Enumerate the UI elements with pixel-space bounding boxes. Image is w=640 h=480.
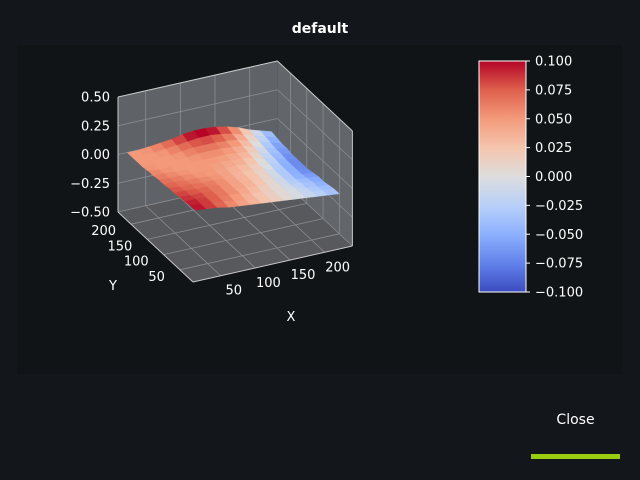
y-tick-label: 50 [148, 270, 165, 285]
gridline-z-side [277, 89, 353, 161]
gridline-y-floor [163, 218, 324, 255]
y-tick-label: 100 [124, 255, 149, 270]
colorbar-tick-label: −0.075 [535, 257, 583, 272]
gridline-y-floor [147, 203, 307, 240]
surface-chart: 50100150200501001502000.500.250.00−0.25−… [70, 55, 583, 326]
y-tick-label: 200 [91, 224, 116, 239]
surface-cell [322, 188, 340, 196]
colorbar: 0.100 0.075 0.050 0.025 0.000 −0.025 −0.050 −0.… [478, 55, 583, 301]
gridline-y-floor [179, 233, 340, 271]
x-tick-label: 100 [256, 276, 281, 291]
colorbar-tick-label: 0.050 [535, 112, 572, 127]
axis-edges [117, 60, 353, 283]
gridline-x-floor [180, 197, 256, 269]
colorbar-tick-label: 0.100 [535, 55, 572, 70]
colorbar-tick-label: 0.025 [535, 141, 572, 156]
colorbar-bar [478, 60, 527, 293]
z-tick-label: 0.25 [81, 119, 110, 134]
colorbar-tick-label: −0.025 [535, 199, 583, 214]
axis-edge [117, 60, 278, 98]
x-tick-label: 200 [325, 260, 350, 275]
colorbar-tick-label: −0.050 [535, 228, 583, 243]
x-axis-label: X [287, 310, 296, 325]
gridline-x-floor [145, 205, 221, 277]
colorbar-tick-label: 0.000 [535, 170, 572, 185]
floor-pane [118, 176, 353, 282]
gridline-z-back [117, 89, 278, 127]
close-button-label: Close [556, 412, 595, 428]
colorbar-tick-label: −0.100 [535, 286, 583, 301]
y-tick-label: 150 [108, 239, 133, 254]
tick-labels: 50100150200501001502000.500.250.00−0.25−… [70, 91, 350, 326]
y-axis-label: Y [108, 279, 117, 294]
x-tick-label: 150 [291, 268, 316, 283]
chart-title: default [291, 21, 349, 37]
z-tick-label: 0.50 [81, 91, 110, 106]
gridline-z-side [277, 118, 353, 189]
surface [126, 126, 340, 211]
z-tick-label: 0.00 [81, 148, 110, 163]
axis-edge [117, 211, 194, 283]
close-button-accent [531, 454, 620, 459]
z-tick-label: −0.50 [70, 206, 110, 221]
axis-edge [277, 60, 353, 132]
plot-area: 50 100 150 200 50 100 150 200 0.50 0.25 0.00 −0.25−… [17, 45, 622, 374]
axis-edge [192, 245, 353, 283]
z-tick-label: −0.25 [70, 177, 110, 192]
x-tick-label: 50 [225, 284, 242, 299]
colorbar-tick-label: 0.075 [535, 83, 572, 98]
close-button[interactable]: Close [531, 404, 620, 460]
